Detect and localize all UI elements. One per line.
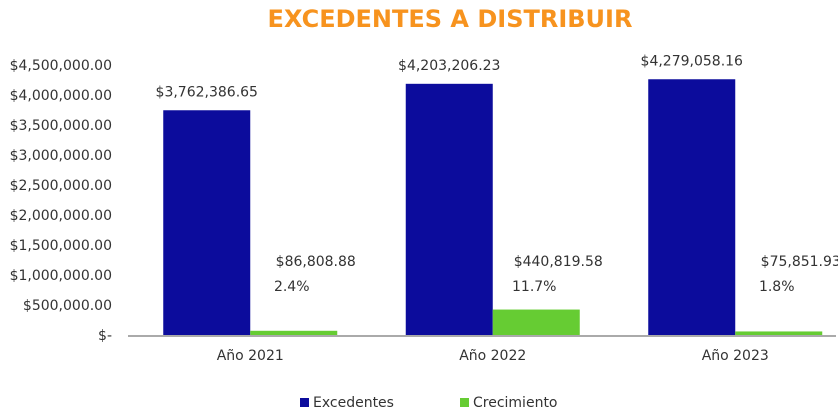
bar bbox=[735, 331, 823, 336]
annotation: 2.4% bbox=[274, 279, 310, 295]
x-tick-label: Año 2022 bbox=[459, 348, 526, 364]
legend-swatch bbox=[460, 398, 469, 407]
y-tick-label: $3,500,000.00 bbox=[10, 118, 112, 134]
chart-title: EXCEDENTES A DISTRIBUIR bbox=[268, 5, 633, 33]
x-tick-label: Año 2021 bbox=[217, 348, 284, 364]
data-label: $4,279,058.16 bbox=[641, 53, 744, 69]
bar bbox=[648, 79, 736, 337]
data-label: $86,808.88 bbox=[276, 254, 356, 270]
data-label: $75,851.93 bbox=[761, 254, 838, 270]
y-tick-label: $500,000.00 bbox=[23, 298, 112, 314]
bar bbox=[492, 309, 580, 336]
y-tick-label: $4,000,000.00 bbox=[10, 88, 112, 104]
annotation: 11.7% bbox=[512, 279, 556, 295]
y-tick-label: $- bbox=[98, 328, 112, 344]
bar bbox=[163, 110, 251, 336]
y-tick-label: $2,000,000.00 bbox=[10, 208, 112, 224]
data-label: $3,762,386.65 bbox=[156, 84, 258, 100]
x-tick-label: Año 2023 bbox=[702, 348, 769, 364]
legend-swatch bbox=[300, 398, 309, 407]
y-tick-label: $4,500,000.00 bbox=[10, 58, 112, 74]
data-label: $4,203,206.23 bbox=[398, 58, 500, 74]
legend-label: Excedentes bbox=[313, 395, 394, 411]
annotation: 1.8% bbox=[759, 279, 795, 295]
y-tick-label: $1,500,000.00 bbox=[10, 238, 112, 254]
legend-label: Crecimiento bbox=[473, 395, 558, 411]
bar bbox=[250, 330, 338, 336]
y-tick-label: $1,000,000.00 bbox=[10, 268, 112, 284]
data-label: $440,819.58 bbox=[514, 254, 603, 270]
bar bbox=[405, 83, 493, 337]
y-tick-label: $3,000,000.00 bbox=[10, 148, 112, 164]
y-tick-label: $2,500,000.00 bbox=[10, 178, 112, 194]
